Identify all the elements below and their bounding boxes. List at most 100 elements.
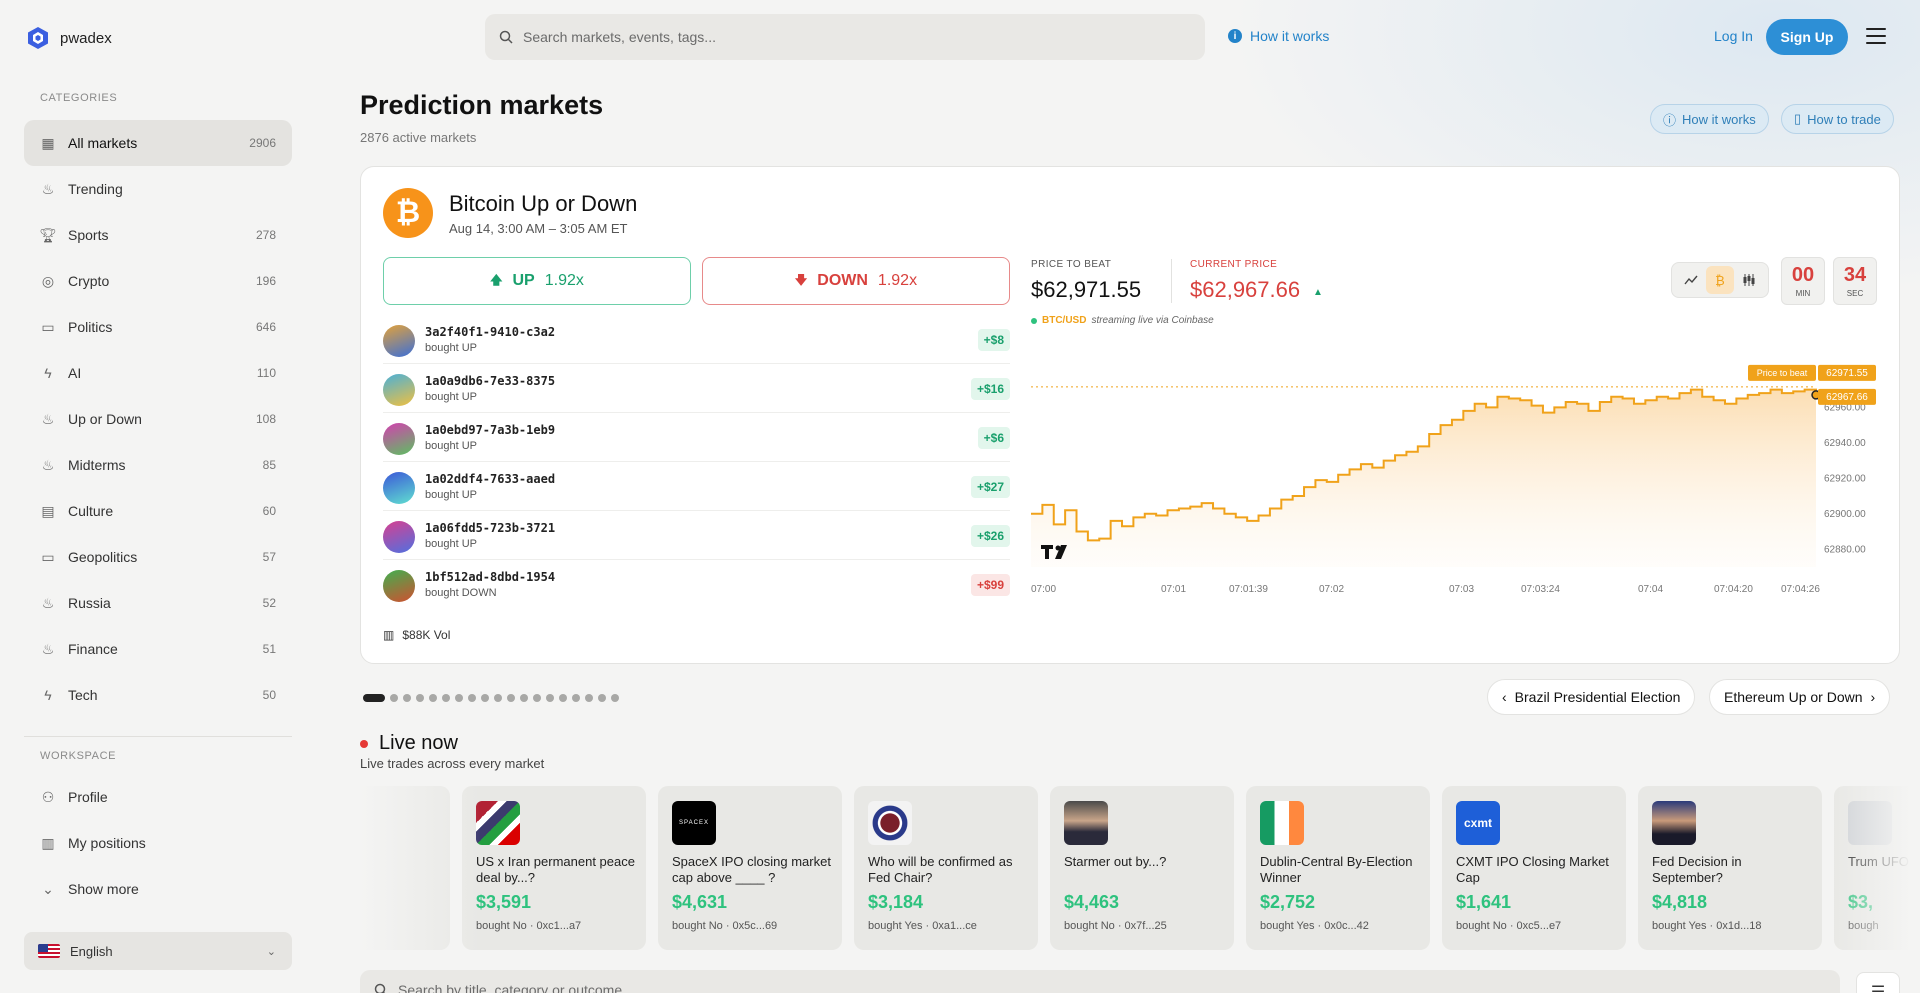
language-selector[interactable]: English ⌄ (24, 932, 292, 970)
sidebar-divider (24, 736, 292, 737)
bitcoin-view-icon[interactable]: ₿ (1705, 266, 1734, 294)
sidebar-item-all-markets[interactable]: ▦ All markets 2906 (24, 120, 292, 166)
sidebar-item-my-positions[interactable]: ▥ My positions (24, 820, 292, 866)
price-to-beat-chart-label: Price to beat (1757, 368, 1808, 378)
prev-market-button[interactable]: ‹ Brazil Presidential Election (1487, 679, 1696, 715)
carousel-dot[interactable] (481, 694, 489, 702)
live-market-card[interactable]: SPACEX SpaceX IPO closing market cap abo… (658, 786, 842, 950)
live-market-card[interactable]: Starmer out by...? $4,463 bought No · 0x… (1050, 786, 1234, 950)
market-title[interactable]: Bitcoin Up or Down (449, 191, 638, 216)
market-volume: $4,818 (1652, 892, 1708, 912)
search-input[interactable] (523, 29, 1123, 45)
sidebar-item-count: 2906 (249, 136, 276, 150)
how-it-works-link[interactable]: i How it works (1228, 28, 1329, 44)
sidebar-item-label: Up or Down (68, 411, 142, 427)
sidebar-item-trending[interactable]: ♨ Trending (24, 166, 292, 212)
carousel-dot[interactable] (403, 694, 411, 702)
film-icon: ▤ (41, 502, 55, 519)
user-icon: ⚇ (41, 788, 55, 805)
book-icon: ▯ (1794, 111, 1802, 126)
carousel-dot[interactable] (363, 694, 385, 702)
chevron-down-icon: ⌄ (42, 880, 54, 897)
sidebar-item-up-or-down[interactable]: ♨ Up or Down 108 (24, 396, 292, 442)
carousel-dot[interactable] (598, 694, 606, 702)
live-market-card[interactable]: Fed Decision in September? $4,818 bought… (1638, 786, 1822, 950)
carousel-dot[interactable] (533, 694, 541, 702)
how-it-works-button[interactable]: ⓘ How it works (1650, 104, 1769, 134)
how-to-trade-button[interactable]: ▯ How to trade (1781, 104, 1894, 134)
live-market-card[interactable]: Dublin-Central By-Election Winner $2,752… (1246, 786, 1430, 950)
carousel-dot[interactable] (520, 694, 528, 702)
sidebar-item-russia[interactable]: ♨ Russia 52 (24, 580, 292, 626)
live-market-card[interactable]: Trum UFO $3, bough (1834, 786, 1920, 950)
sidebar-item-ai[interactable]: ϟ AI 110 (24, 350, 292, 396)
sidebar-item-politics[interactable]: ▭ Politics 646 (24, 304, 292, 350)
carousel-dot[interactable] (442, 694, 450, 702)
categories-heading: CATEGORIES (40, 92, 118, 104)
line-chart-icon[interactable] (1677, 266, 1705, 294)
market-title: SpaceX IPO closing market cap above ____… (672, 854, 831, 885)
market-title: Fed Decision in September? (1652, 854, 1742, 885)
avatar (383, 570, 415, 602)
bet-up-button[interactable]: 🡅︎ UP 1.92x (383, 257, 691, 305)
carousel-dot[interactable] (390, 694, 398, 702)
sidebar-item-finance[interactable]: ♨ Finance 51 (24, 626, 292, 672)
market-search-placeholder: Search by title, category or outcome (398, 982, 623, 993)
market-last-trade: bought No · 0xc5...e7 (1456, 920, 1562, 932)
search-bar[interactable] (485, 14, 1205, 60)
avatar (383, 472, 415, 504)
bolt-icon: ϟ (44, 687, 52, 703)
market-search-bar[interactable]: Search by title, category or outcome (360, 970, 1840, 993)
price-divider (1171, 259, 1172, 303)
menu-icon[interactable] (1866, 28, 1886, 44)
signup-button[interactable]: Sign Up (1766, 19, 1848, 55)
flame-icon: ♨ (41, 410, 55, 427)
sidebar-item-label: Culture (68, 503, 114, 519)
workspace-list: ⚇ Profile ▥ My positions ⌄ Show more (24, 774, 292, 912)
carousel-dot[interactable] (507, 694, 515, 702)
current-price-tag-bg (1818, 388, 1876, 405)
live-market-card[interactable]: Opus ? 8...34 (360, 786, 450, 950)
sidebar-item-count: 57 (262, 550, 276, 564)
sidebar-item-sports[interactable]: 🏆︎ Sports 278 (24, 212, 292, 258)
login-button[interactable]: Log In (1714, 28, 1753, 44)
sidebar-item-tech[interactable]: ϟ Tech 50 (24, 672, 292, 718)
sidebar-item-profile[interactable]: ⚇ Profile (24, 774, 292, 820)
next-market-button[interactable]: Ethereum Up or Down › (1709, 679, 1891, 715)
carousel-dot[interactable] (416, 694, 424, 702)
carousel-dot[interactable] (429, 694, 437, 702)
carousel-dot[interactable] (585, 694, 593, 702)
category-list: ▦ All markets 2906 ♨ Trending 🏆︎ Sports 2… (24, 120, 292, 718)
market-thumbnail (1260, 801, 1304, 845)
flame-icon: ♨ (41, 594, 55, 611)
live-market-card[interactable]: Who will be confirmed as Fed Chair? $3,1… (854, 786, 1038, 950)
logo[interactable]: pwadex (26, 26, 112, 50)
live-market-card[interactable]: US x Iran permanent peace deal by...? $3… (462, 786, 646, 950)
sidebar-item-midterms[interactable]: ♨ Midterms 85 (24, 442, 292, 488)
price-chart[interactable]: 62880.00 62900.00 62920.00 62940.00 62960.00… (1031, 347, 1891, 647)
next-market-label: Ethereum Up or Down (1724, 689, 1863, 705)
market-last-trade: bought No · 0x5c...69 (672, 920, 778, 932)
carousel-dot[interactable] (494, 694, 502, 702)
sidebar-item-crypto[interactable]: ◎ Crypto 196 (24, 258, 292, 304)
avatar (383, 325, 415, 357)
trade-action: bought DOWN (425, 587, 497, 599)
carousel-dot[interactable] (455, 694, 463, 702)
carousel-dot[interactable] (559, 694, 567, 702)
live-title: Live now (379, 732, 458, 754)
sidebar-item-show-more[interactable]: ⌄ Show more (24, 866, 292, 912)
carousel-dot[interactable] (611, 694, 619, 702)
candlestick-icon[interactable] (1735, 266, 1763, 294)
sidebar-item-geopolitics[interactable]: ▭ Geopolitics 57 (24, 534, 292, 580)
down-label: DOWN (817, 272, 868, 289)
live-market-card[interactable]: cxmt CXMT IPO Closing Market Cap $1,641 … (1442, 786, 1626, 950)
sidebar-item-culture[interactable]: ▤ Culture 60 (24, 488, 292, 534)
carousel-dot[interactable] (546, 694, 554, 702)
sidebar-item-label: Finance (68, 641, 118, 657)
market-thumbnail (476, 801, 520, 845)
carousel-dot[interactable] (572, 694, 580, 702)
carousel-dot[interactable] (468, 694, 476, 702)
filter-icon[interactable]: ☰ (1856, 972, 1900, 993)
trade-amount: +$6 (977, 427, 1010, 449)
bet-down-button[interactable]: 🡇︎ DOWN 1.92x (702, 257, 1010, 305)
